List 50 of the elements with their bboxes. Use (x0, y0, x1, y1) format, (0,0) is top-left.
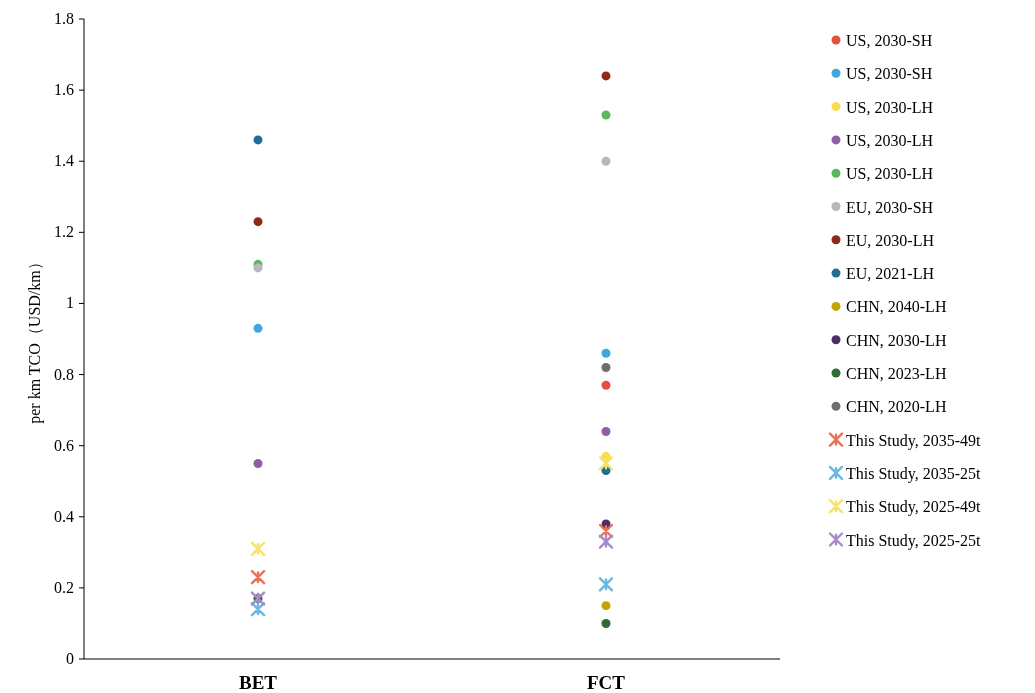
y-tick-label: 0.2 (54, 578, 74, 596)
legend-label: US, 2030-LH (846, 98, 934, 116)
y-tick-label: 0.8 (54, 365, 74, 383)
legend-label: US, 2030-LH (846, 165, 934, 183)
legend-label: US, 2030-LH (846, 131, 934, 149)
y-tick-label: 1.6 (54, 81, 74, 99)
point (598, 534, 614, 549)
point (253, 217, 263, 227)
legend-label: This Study, 2025-49t (846, 498, 982, 517)
y-tick-label: 1.4 (54, 152, 74, 170)
y-tick-label: 1.2 (54, 223, 74, 241)
point (250, 541, 266, 556)
point (601, 110, 611, 120)
point (253, 263, 263, 273)
point (601, 362, 611, 372)
y-tick-label: 0.4 (54, 507, 74, 525)
point (598, 456, 614, 471)
point (601, 601, 611, 611)
point (601, 348, 611, 358)
y-tick-label: 1.8 (54, 10, 74, 27)
legend-label: This Study, 2035-25t (846, 464, 982, 483)
point (250, 570, 266, 585)
point (601, 618, 611, 628)
legend-label: This Study, 2035-49t (846, 431, 982, 450)
legend-label: US, 2030-SH (846, 32, 933, 49)
legend-label: CHN, 2023-LH (846, 365, 947, 382)
x-tick-label: BET (238, 672, 278, 693)
point (601, 380, 611, 390)
point (253, 323, 263, 333)
y-tick-label: 1 (66, 294, 74, 312)
point (601, 71, 611, 81)
y-tick-label: 0.6 (54, 436, 74, 454)
legend-label: This Study, 2025-25t (846, 531, 982, 550)
legend-label: EU, 2030-LH (846, 231, 935, 249)
x-tick-label: FCT (587, 672, 626, 693)
y-axis-title: per km TCO（USD/km） (26, 254, 44, 424)
legend-label: EU, 2021-LH (846, 265, 935, 283)
point (253, 458, 263, 468)
point (601, 156, 611, 166)
point (598, 523, 614, 539)
point (601, 426, 611, 436)
legend-label: US, 2030-SH (846, 65, 933, 83)
legend-label: CHN, 2030-LH (846, 331, 947, 349)
legend-label: CHN, 2040-LH (846, 298, 947, 316)
point (598, 577, 614, 592)
point (253, 135, 263, 145)
y-tick-label: 0 (66, 650, 74, 667)
point (250, 602, 266, 617)
legend-label: CHN, 2020-LH (846, 398, 947, 416)
legend-label: EU, 2030-SH (846, 198, 934, 216)
